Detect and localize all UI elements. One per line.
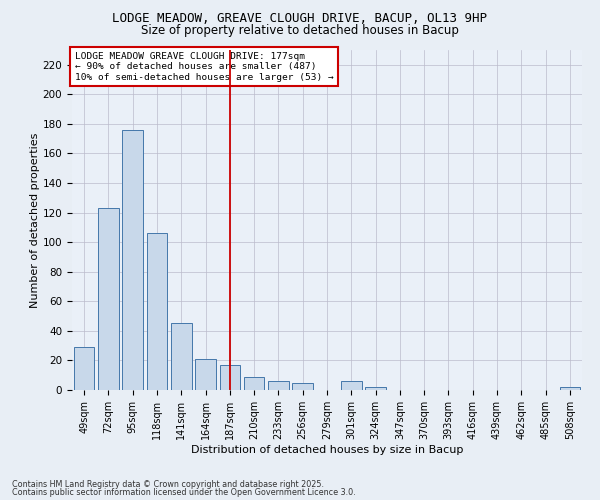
Bar bbox=[195, 359, 216, 390]
Text: LODGE MEADOW, GREAVE CLOUGH DRIVE, BACUP, OL13 9HP: LODGE MEADOW, GREAVE CLOUGH DRIVE, BACUP… bbox=[113, 12, 487, 26]
Bar bbox=[171, 324, 191, 390]
Bar bbox=[365, 387, 386, 390]
Bar bbox=[292, 382, 313, 390]
Text: Contains HM Land Registry data © Crown copyright and database right 2025.: Contains HM Land Registry data © Crown c… bbox=[12, 480, 324, 489]
Text: LODGE MEADOW GREAVE CLOUGH DRIVE: 177sqm
← 90% of detached houses are smaller (4: LODGE MEADOW GREAVE CLOUGH DRIVE: 177sqm… bbox=[74, 52, 334, 82]
Bar bbox=[341, 381, 362, 390]
Text: Contains public sector information licensed under the Open Government Licence 3.: Contains public sector information licen… bbox=[12, 488, 356, 497]
Bar bbox=[244, 376, 265, 390]
Bar bbox=[560, 387, 580, 390]
Bar bbox=[122, 130, 143, 390]
Bar bbox=[220, 365, 240, 390]
Bar bbox=[146, 234, 167, 390]
Y-axis label: Number of detached properties: Number of detached properties bbox=[30, 132, 40, 308]
X-axis label: Distribution of detached houses by size in Bacup: Distribution of detached houses by size … bbox=[191, 444, 463, 454]
Bar bbox=[268, 381, 289, 390]
Bar bbox=[98, 208, 119, 390]
Text: Size of property relative to detached houses in Bacup: Size of property relative to detached ho… bbox=[141, 24, 459, 37]
Bar bbox=[74, 347, 94, 390]
